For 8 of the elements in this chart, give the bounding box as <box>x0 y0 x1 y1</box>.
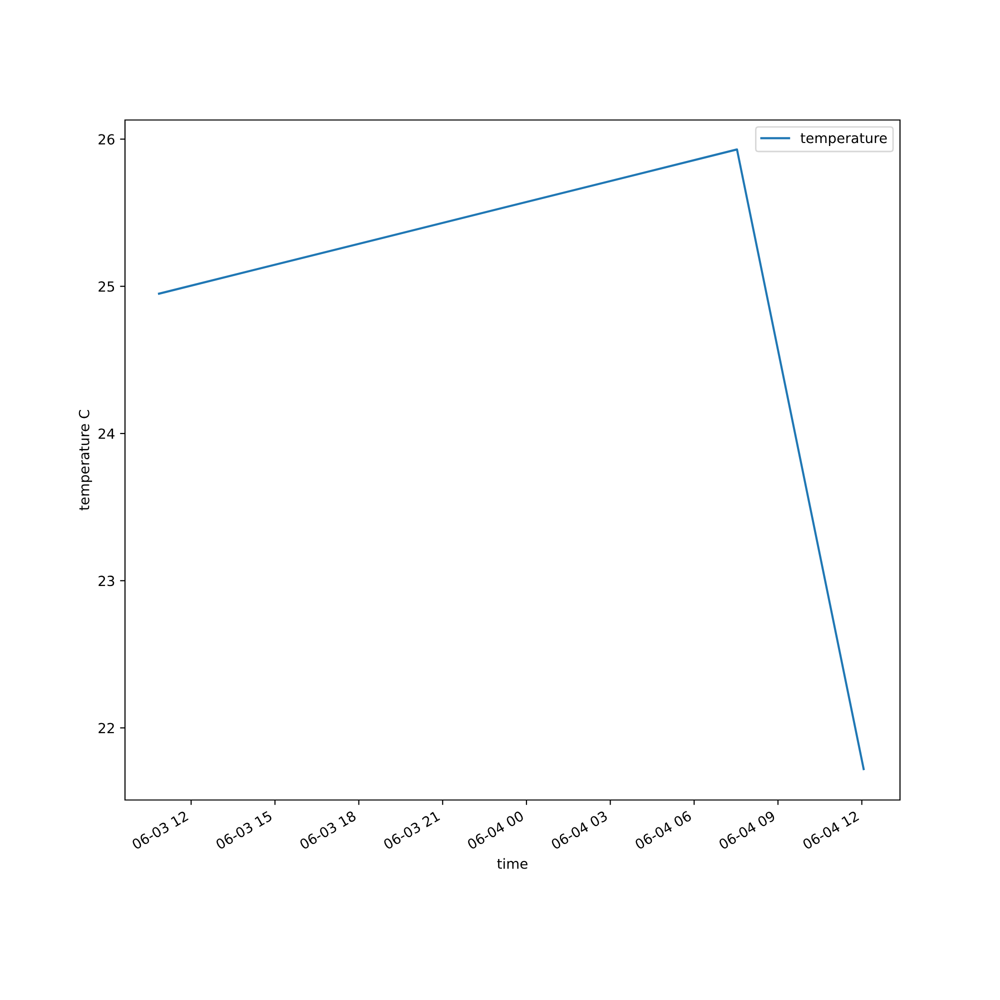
x-axis-title: time <box>497 858 528 869</box>
y-tick-label: 23 <box>98 576 114 586</box>
y-tick-label: 22 <box>98 722 114 734</box>
y-tick-label: 25 <box>98 281 114 292</box>
y-tick-label: 24 <box>98 428 114 439</box>
y-tick-label: 26 <box>98 134 114 145</box>
legend-label: temperature <box>800 133 887 146</box>
y-axis-title: temperature C <box>78 410 92 510</box>
